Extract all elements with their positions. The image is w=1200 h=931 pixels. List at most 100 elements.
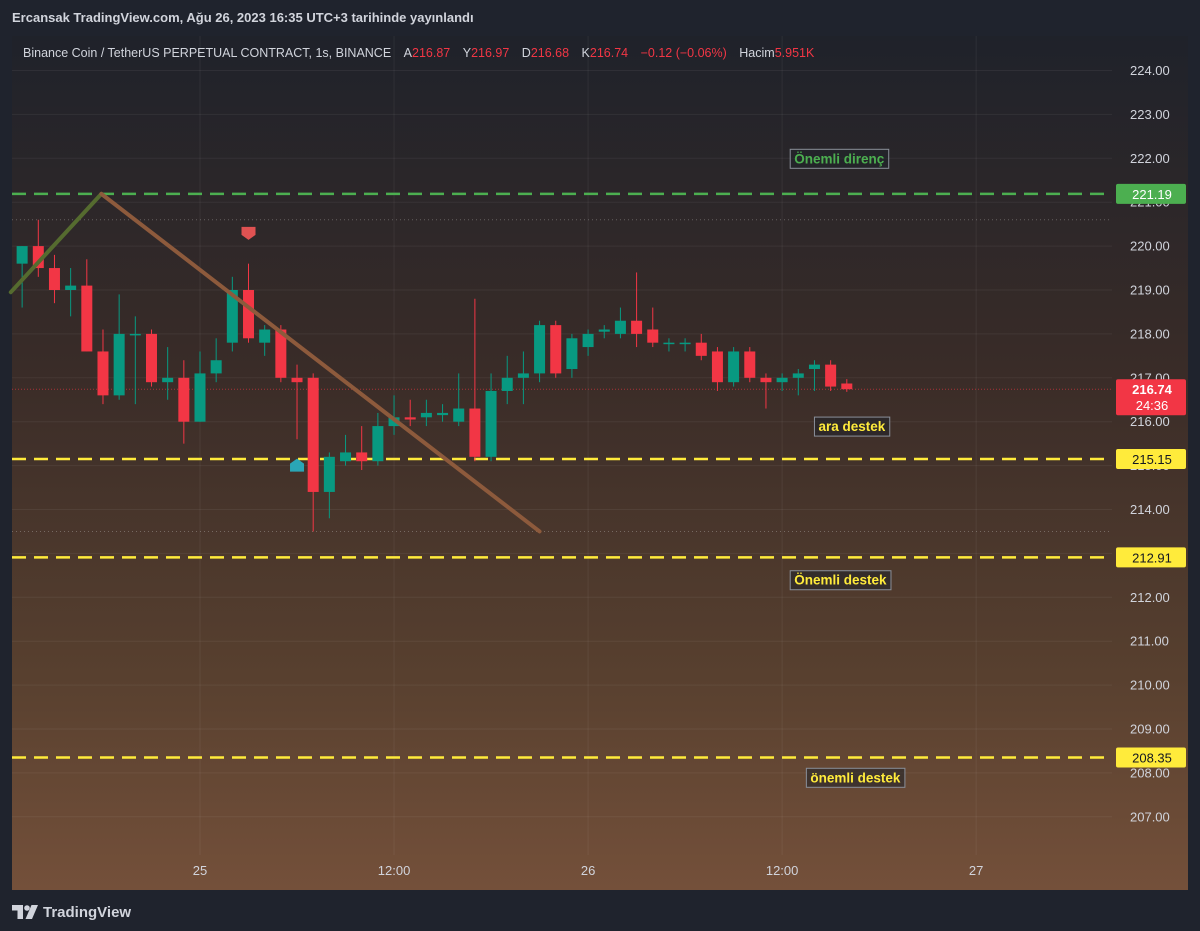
symbol-name: Binance Coin / TetherUS PERPETUAL CONTRA… — [23, 46, 392, 60]
publish-bar: Ercansak TradingView.com, Ağu 26, 2023 1… — [0, 0, 1200, 36]
high-label: Y — [462, 46, 472, 60]
candle-down[interactable] — [760, 377, 772, 383]
publish-text: Ercansak TradingView.com, Ağu 26, 2023 1… — [12, 10, 474, 25]
level-note-text: Önemli destek — [794, 573, 887, 588]
candle-up[interactable] — [728, 351, 740, 383]
candle-up[interactable] — [485, 390, 497, 457]
candle-down[interactable] — [32, 246, 44, 269]
level-price-badge — [1116, 547, 1186, 568]
candle-down[interactable] — [647, 329, 659, 343]
chart-background — [12, 36, 1188, 890]
trendline[interactable] — [8, 191, 104, 295]
footer-bar: TradingView — [0, 890, 1200, 931]
candle-down[interactable] — [695, 342, 707, 356]
level-price-badge — [1116, 449, 1186, 470]
current-price-label: 216.74 — [1132, 382, 1173, 397]
candle-up[interactable] — [420, 412, 432, 418]
candle-down[interactable] — [48, 268, 60, 290]
candle-down[interactable] — [145, 333, 157, 383]
y-tick-label: 210.00 — [1130, 678, 1170, 693]
candle-down[interactable] — [825, 364, 837, 387]
candle-up[interactable] — [501, 377, 513, 391]
candle-up[interactable] — [792, 373, 804, 378]
candle-up[interactable] — [210, 360, 222, 374]
candle-down[interactable] — [275, 329, 287, 378]
candle-up[interactable] — [162, 377, 174, 383]
low-value: 216.68 — [530, 46, 570, 60]
candle-down[interactable] — [631, 320, 643, 334]
candle-up[interactable] — [113, 333, 125, 396]
volume-label: Hacim — [739, 46, 775, 60]
candle-up[interactable] — [614, 320, 626, 334]
candle-down[interactable] — [711, 351, 723, 383]
candle-down[interactable] — [243, 290, 255, 339]
level-note-text: önemli destek — [810, 770, 901, 785]
tradingview-logo[interactable]: TradingView — [12, 902, 131, 922]
y-tick-label: 208.00 — [1130, 765, 1170, 780]
x-tick-label: 12:00 — [378, 863, 411, 878]
candle-up[interactable] — [517, 373, 529, 378]
candle-up[interactable] — [582, 333, 594, 348]
candle-down[interactable] — [841, 383, 853, 390]
candle-up[interactable] — [259, 329, 271, 343]
x-tick-label: 26 — [581, 863, 595, 878]
level-price-label: 212.91 — [1132, 550, 1172, 565]
candle-down[interactable] — [469, 408, 481, 457]
trendline[interactable] — [99, 191, 542, 534]
candle-up[interactable] — [453, 408, 465, 422]
y-tick-label: 218.00 — [1130, 326, 1170, 341]
candle-up[interactable] — [194, 373, 206, 422]
y-tick-label: 224.00 — [1130, 63, 1170, 78]
tradingview-logo-icon — [12, 905, 38, 919]
y-tick-label: 216.00 — [1130, 414, 1170, 429]
y-tick-label: 214.00 — [1130, 502, 1170, 517]
y-tick-label: 212.00 — [1130, 590, 1170, 605]
candle-down[interactable] — [307, 377, 319, 492]
y-tick-label: 223.00 — [1130, 107, 1170, 122]
candle-up[interactable] — [129, 333, 141, 336]
open-value: 216.87 — [412, 46, 451, 60]
candle-up[interactable] — [340, 452, 352, 462]
close-value: 216.74 — [589, 46, 629, 60]
y-tick-label: 207.00 — [1130, 809, 1170, 824]
candle-down[interactable] — [81, 285, 93, 352]
candle-down[interactable] — [97, 351, 109, 396]
level-note-box[interactable] — [789, 570, 892, 591]
sell-signal-marker[interactable] — [241, 226, 256, 240]
level-note-text: Önemli direnç — [794, 151, 885, 166]
buy-signal-marker[interactable] — [290, 458, 305, 472]
y-tick-label: 211.00 — [1130, 634, 1169, 649]
candle-up[interactable] — [65, 285, 77, 290]
level-note-box[interactable] — [789, 148, 890, 169]
y-tick-label: 219.00 — [1130, 283, 1170, 298]
change-value: −0.12 (−0.06%) — [640, 46, 727, 60]
candle-down[interactable] — [744, 351, 756, 378]
candle-down[interactable] — [550, 325, 562, 374]
candle-down[interactable] — [356, 452, 368, 462]
level-price-badge — [1116, 183, 1186, 204]
candle-up[interactable] — [776, 377, 788, 383]
level-note-box[interactable] — [813, 416, 891, 437]
candle-down[interactable] — [404, 417, 416, 420]
candle-up[interactable] — [372, 426, 384, 462]
candle-up[interactable] — [679, 342, 691, 345]
candle-up[interactable] — [226, 290, 238, 343]
candle-up[interactable] — [598, 329, 610, 332]
candle-up[interactable] — [808, 364, 820, 370]
level-note-box[interactable] — [805, 767, 906, 788]
candle-down[interactable] — [291, 377, 303, 383]
candlestick-chart[interactable]: 207.00208.00209.00210.00211.00212.00213.… — [0, 0, 1200, 890]
candle-up[interactable] — [437, 412, 449, 416]
close-label: K — [581, 46, 590, 60]
candle-down[interactable] — [178, 377, 190, 422]
x-tick-label: 25 — [193, 863, 207, 878]
current-price-badge — [1116, 379, 1186, 416]
candle-up[interactable] — [16, 246, 28, 264]
y-tick-label: 209.00 — [1130, 722, 1170, 737]
candle-up[interactable] — [566, 338, 578, 370]
candle-up[interactable] — [663, 342, 675, 345]
candle-up[interactable] — [323, 456, 335, 492]
candle-up[interactable] — [534, 325, 546, 374]
level-price-label: 221.19 — [1132, 187, 1172, 202]
